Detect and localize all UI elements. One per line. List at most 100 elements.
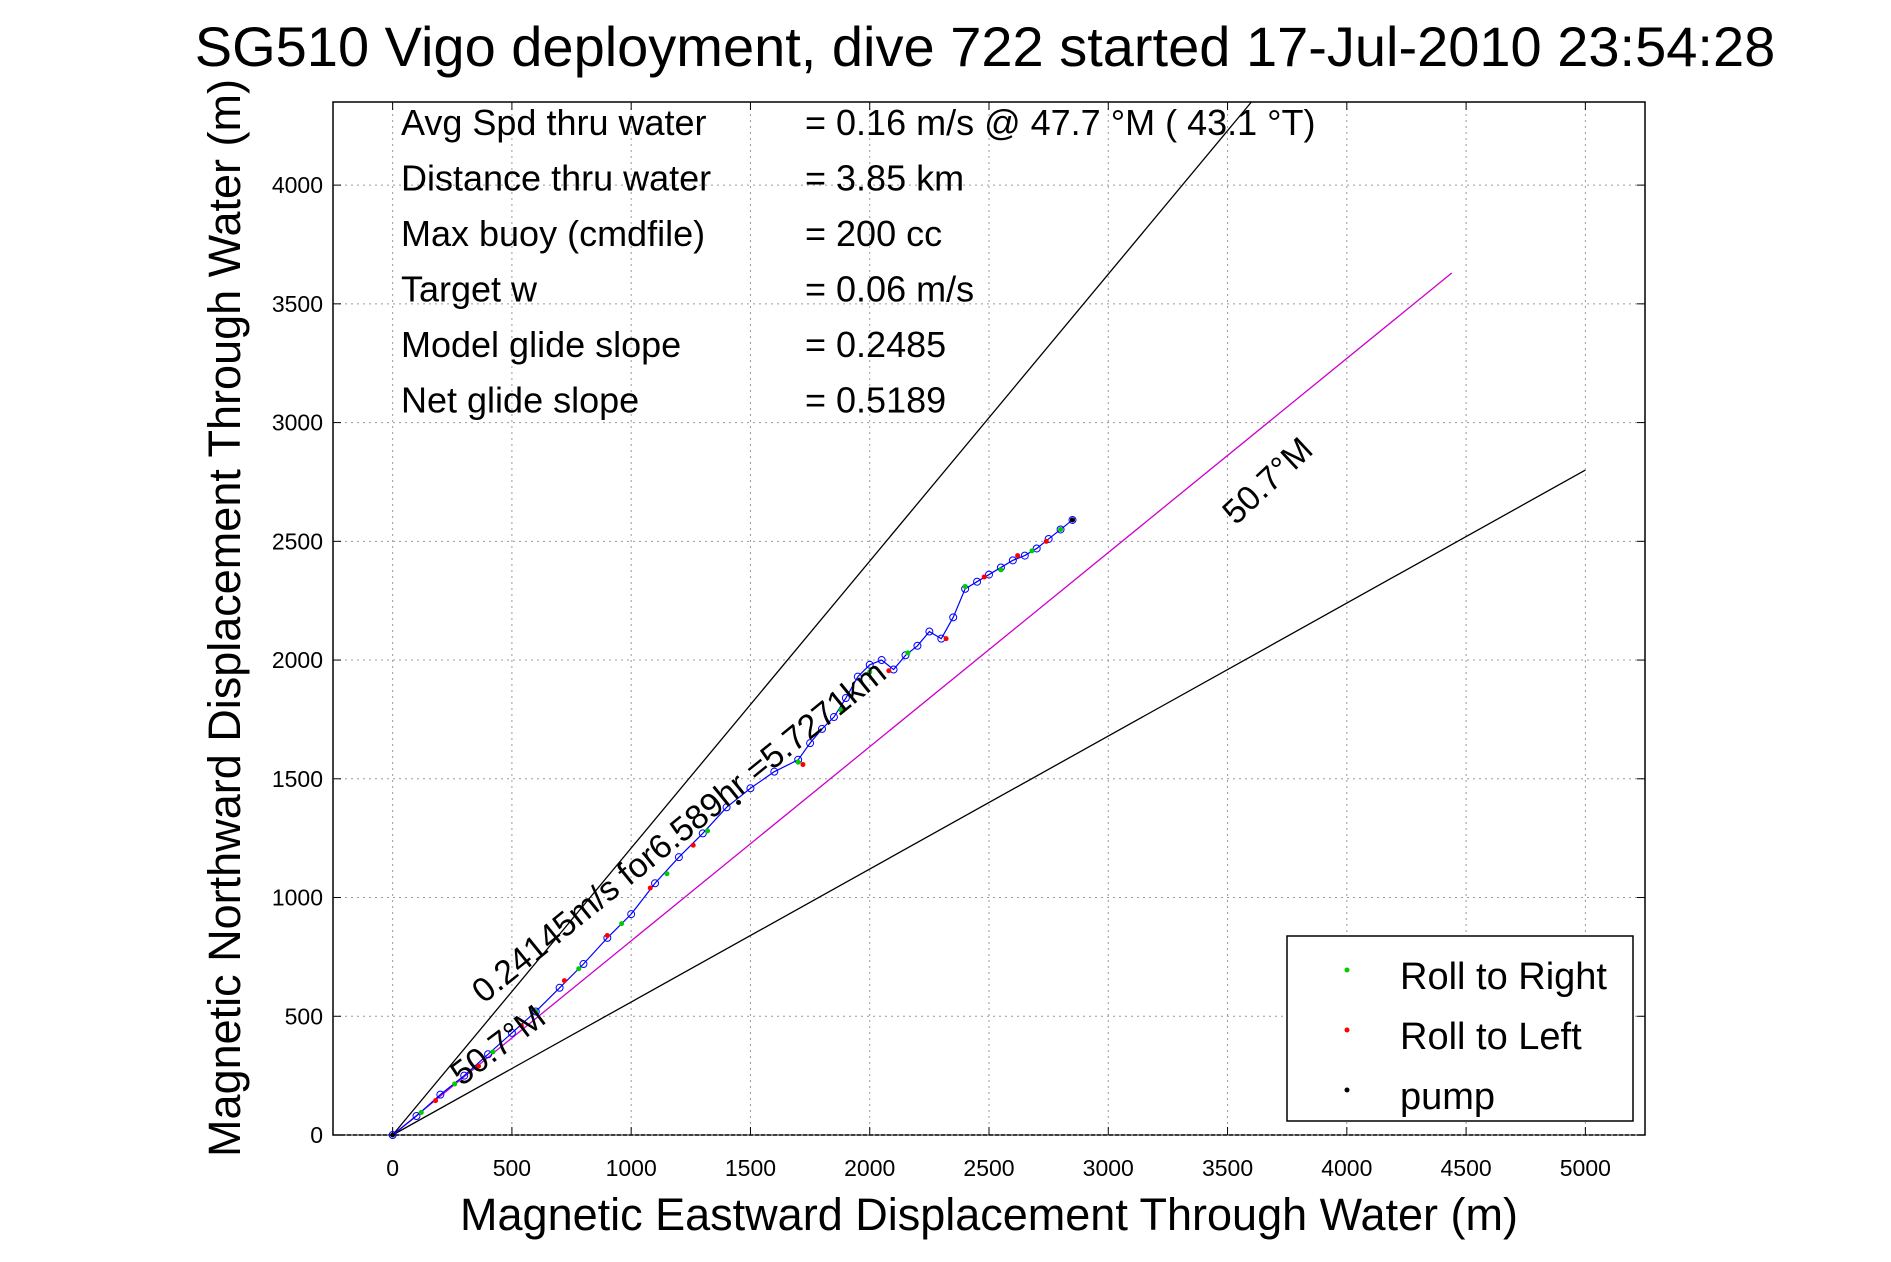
x-tick-label: 3500	[1202, 1155, 1253, 1181]
pump-point	[736, 800, 742, 806]
stat-label: Avg Spd thru water	[401, 102, 707, 143]
stats-box: Avg Spd thru water = 0.16 m/s @ 47.7 °M (…	[401, 102, 1316, 421]
track-point	[913, 641, 922, 650]
legend: Roll to Right Roll to Left pump	[1286, 935, 1634, 1122]
track-point	[853, 672, 862, 681]
roll-to-right-point	[619, 921, 625, 927]
roll-to-right-point	[576, 966, 582, 972]
y-tick-label: 1500	[272, 766, 323, 792]
track-point	[1008, 556, 1017, 565]
stat-label: Max buoy (cmdfile)	[401, 213, 705, 254]
roll-to-left-point	[561, 978, 567, 984]
chart-title: SG510 Vigo deployment, dive 722 started …	[195, 15, 1776, 78]
stat-value: = 200 cc	[805, 213, 942, 254]
x-tick-label: 4500	[1441, 1155, 1492, 1181]
track-point	[865, 660, 874, 669]
roll-to-left-point	[604, 933, 610, 939]
stat-value: = 3.85 km	[805, 158, 964, 199]
roll-to-right-point	[418, 1109, 424, 1115]
x-tick-label: 2500	[963, 1155, 1014, 1181]
roll-to-left-point	[800, 762, 806, 768]
x-tick-label: 5000	[1560, 1155, 1611, 1181]
roll-to-right-point	[795, 759, 801, 765]
roll-to-left-point	[943, 636, 949, 642]
track-point	[877, 656, 886, 665]
roll-to-left-point	[981, 574, 987, 580]
y-tick-label: 3500	[272, 291, 323, 317]
roll-to-left-point	[647, 885, 653, 891]
track-point	[436, 1090, 445, 1099]
stat-value: = 0.5189	[805, 380, 946, 421]
track-point	[1032, 544, 1041, 553]
track-point	[555, 983, 564, 992]
track-point	[806, 739, 815, 748]
roll-to-right-point	[452, 1081, 458, 1087]
stat-value: = 0.06 m/s	[805, 269, 974, 310]
roll-to-right-point	[838, 707, 844, 713]
roll-to-right-point	[998, 567, 1004, 573]
track-point	[1068, 515, 1077, 524]
track-point	[818, 724, 827, 733]
track-point	[841, 694, 850, 703]
legend-label: Roll to Right	[1400, 956, 1607, 998]
roll-to-right-point	[962, 583, 968, 589]
y-tick-label: 3000	[272, 410, 323, 436]
roll-to-left-point	[1043, 538, 1049, 544]
track-point	[925, 627, 934, 636]
roll-to-left-point	[433, 1098, 439, 1104]
roll-to-left-point	[518, 1023, 524, 1029]
roll-to-right-point	[664, 871, 670, 877]
legend-label: Roll to Left	[1400, 1016, 1582, 1058]
reference-line	[392, 469, 1586, 1136]
track-point	[973, 577, 982, 586]
track-point	[829, 713, 838, 722]
x-tick-label: 0	[386, 1155, 399, 1181]
roll-to-left-point	[1015, 553, 1021, 559]
roll-to-right-point	[1029, 548, 1035, 554]
y-axis-label: Magnetic Northward Displacement Through …	[199, 79, 250, 1157]
track-point	[1020, 551, 1029, 560]
x-tick-label: 3000	[1083, 1155, 1134, 1181]
stat-label: Model glide slope	[401, 324, 681, 365]
track-point	[949, 613, 958, 622]
track-point	[412, 1112, 421, 1121]
track-line	[392, 519, 1073, 1136]
y-tick-label: 1000	[272, 885, 323, 911]
x-tick-label: 4000	[1321, 1155, 1372, 1181]
x-tick-label: 1500	[725, 1155, 776, 1181]
x-axis-ticks: 0 500 1000 1500 2000 2500 3000 3500 4000 4500 5000	[386, 102, 1611, 1181]
roll-to-left-point	[886, 668, 892, 674]
stat-value: = 0.2485	[805, 324, 946, 365]
x-tick-label: 500	[493, 1155, 531, 1181]
pump-point	[1069, 517, 1075, 523]
reference-lines	[392, 101, 1586, 1136]
legend-marker	[1344, 967, 1350, 973]
track-point	[985, 570, 993, 579]
x-tick-label: 1000	[606, 1155, 657, 1181]
series-layer	[388, 515, 1077, 1139]
legend-label: pump	[1400, 1076, 1495, 1118]
roll-to-left-point	[690, 842, 696, 848]
track-point	[674, 853, 683, 862]
track-point	[579, 960, 588, 969]
y-tick-label: 4000	[272, 172, 323, 198]
roll-to-right-point	[905, 650, 911, 656]
stat-label: Distance thru water	[401, 158, 711, 199]
track-point	[722, 803, 731, 812]
track-point	[698, 829, 707, 838]
y-axis-ticks: 0 500 1000 1500 2000 2500 3000 3500 4000	[272, 172, 1645, 1148]
track-point	[901, 651, 910, 660]
y-tick-label: 0	[310, 1122, 323, 1148]
track-point	[484, 1050, 493, 1059]
track-point	[651, 879, 660, 888]
track-point	[507, 1028, 516, 1037]
track-point	[531, 1007, 540, 1016]
reference-line	[392, 101, 1252, 1136]
track-point	[388, 1131, 397, 1139]
track-point	[627, 910, 636, 919]
track-point	[460, 1071, 469, 1080]
roll-to-right-point	[705, 828, 711, 834]
reference-line	[392, 272, 1453, 1136]
roll-to-right-point	[867, 669, 873, 675]
